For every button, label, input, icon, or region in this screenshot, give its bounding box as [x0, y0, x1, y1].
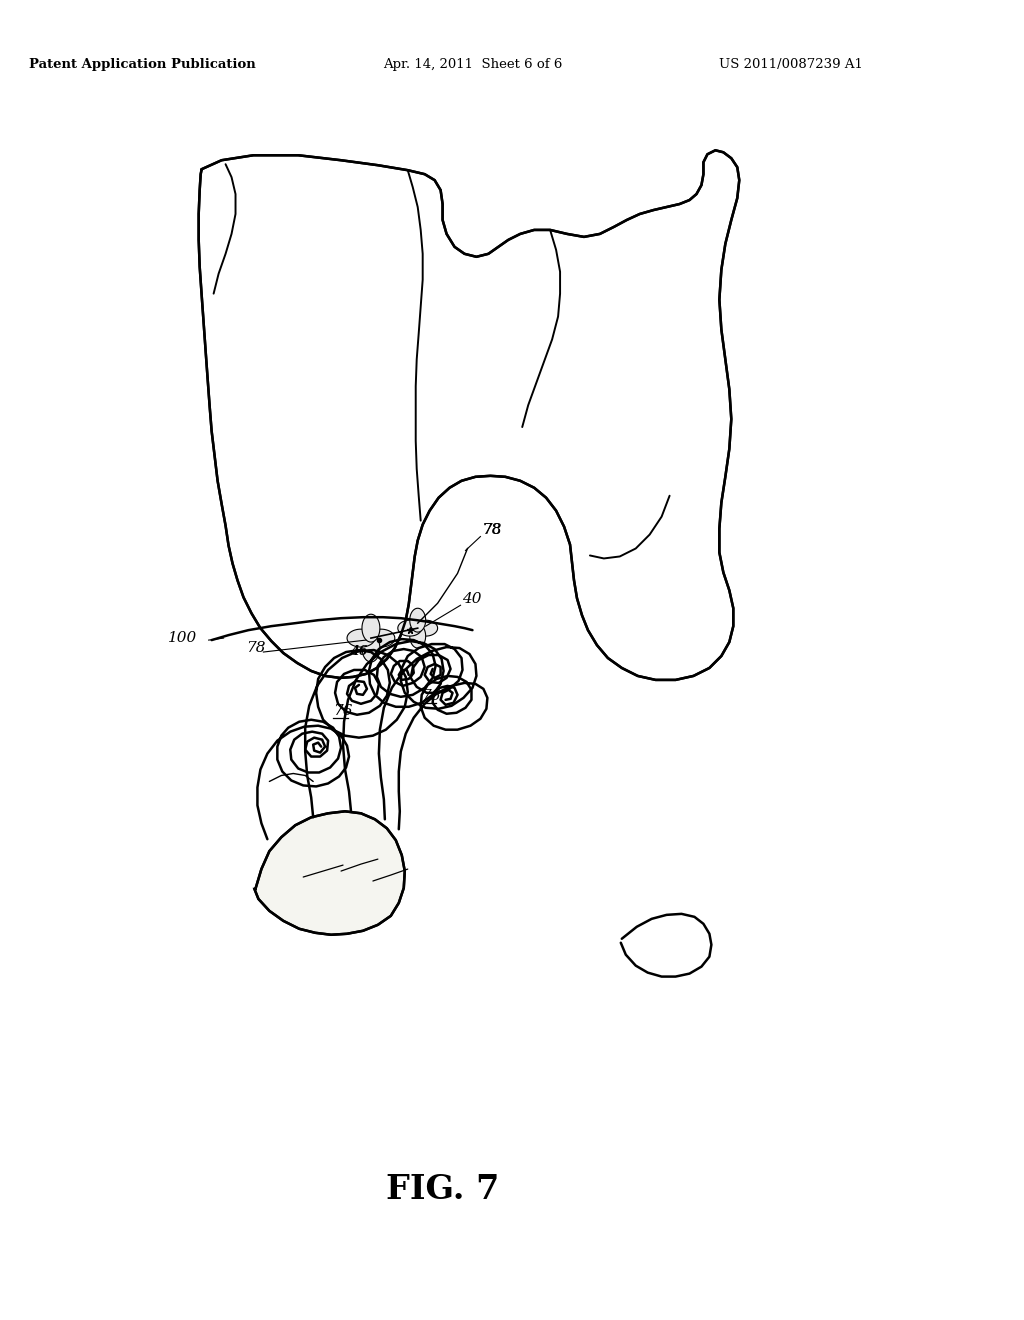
Text: 76: 76 [333, 704, 352, 718]
Text: 78: 78 [247, 642, 266, 655]
Text: Patent Application Publication: Patent Application Publication [29, 58, 255, 71]
Polygon shape [410, 624, 426, 648]
Polygon shape [397, 620, 422, 636]
Polygon shape [199, 150, 739, 680]
Text: 78: 78 [482, 523, 502, 536]
Text: US 2011/0087239 A1: US 2011/0087239 A1 [719, 58, 863, 71]
Text: 78: 78 [482, 523, 502, 536]
Polygon shape [347, 630, 375, 647]
Text: 40: 40 [463, 593, 482, 606]
Polygon shape [414, 620, 437, 636]
Text: 46: 46 [351, 645, 369, 659]
Text: FIG. 7: FIG. 7 [386, 1173, 500, 1206]
Polygon shape [367, 630, 395, 647]
Text: 76: 76 [421, 689, 440, 702]
Text: 100: 100 [168, 631, 197, 645]
Text: Apr. 14, 2011  Sheet 6 of 6: Apr. 14, 2011 Sheet 6 of 6 [383, 58, 562, 71]
Polygon shape [254, 812, 404, 935]
Polygon shape [361, 634, 380, 663]
Polygon shape [361, 614, 380, 642]
Polygon shape [410, 609, 426, 632]
